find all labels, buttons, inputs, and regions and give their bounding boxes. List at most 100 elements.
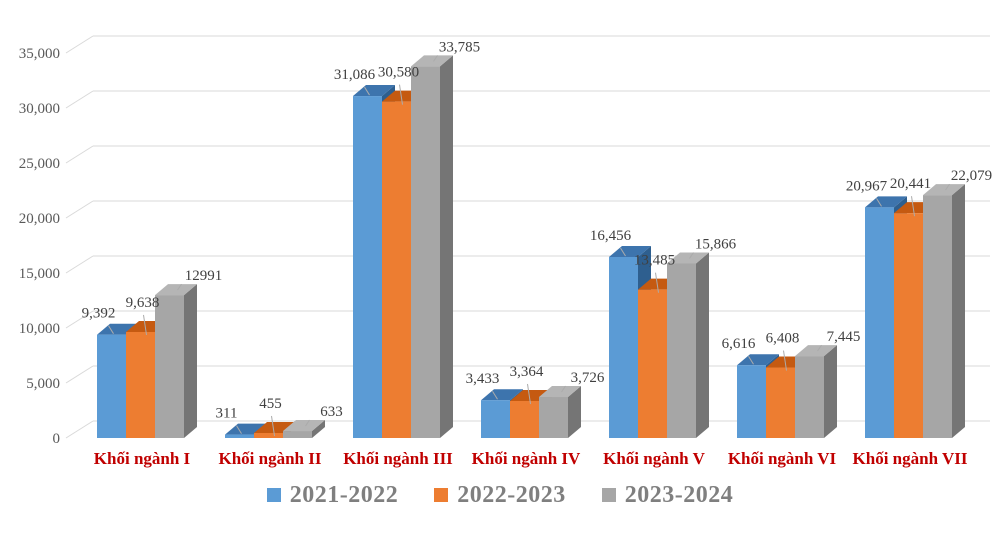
leader-line — [689, 252, 694, 259]
leader-line — [492, 390, 498, 400]
leader-line — [143, 314, 147, 336]
leader-line — [271, 415, 275, 437]
leader-line — [561, 385, 566, 393]
bar-top-2023-2024 — [923, 184, 965, 196]
gridline-diagonal — [65, 35, 94, 54]
leader-line — [620, 247, 626, 257]
y-axis-tick-label: 15,000 — [19, 266, 60, 282]
legend-item-2023-2024: 2023-2024 — [601, 481, 734, 509]
bar-top-2021-2022 — [737, 354, 779, 366]
y-axis-tick-label: 25,000 — [19, 156, 60, 172]
bar-side-2023-2024 — [568, 386, 581, 438]
bar-2021-2022-Khối ngành III — [353, 96, 382, 438]
bar-side-2023-2024 — [184, 284, 197, 438]
data-label: 31,086 — [334, 67, 376, 83]
gridline-diagonal — [65, 255, 94, 274]
y-axis-tick-label: 35,000 — [19, 46, 60, 62]
y-axis-tick-label: 0 — [53, 431, 61, 447]
bar-2022-2023-Khối ngành III — [382, 101, 411, 439]
data-label: 633 — [320, 404, 343, 420]
data-label: 3,433 — [466, 371, 500, 387]
data-label: 13,485 — [634, 253, 675, 269]
legend: 2021-2022 2022-2023 2023-2024 — [0, 477, 1000, 513]
y-axis-tick-label: 5,000 — [26, 376, 60, 392]
leader-line — [399, 84, 403, 105]
bar-side-2023-2024 — [440, 55, 453, 439]
bar-top-2023-2024 — [539, 386, 581, 398]
bar-2021-2022-Khối ngành II — [225, 434, 254, 438]
bar-2023-2024-Khối ngành I — [155, 295, 184, 438]
bar-2023-2024-Khối ngành II — [283, 431, 312, 438]
data-label: 30,580 — [378, 65, 419, 81]
legend-item-2021-2022: 2021-2022 — [266, 481, 399, 509]
gridline-diagonal — [65, 420, 94, 439]
data-label: 7,445 — [827, 329, 861, 345]
bar-2022-2023-Khối ngành VII — [894, 213, 923, 438]
bar-2021-2022-Khối ngành VII — [865, 207, 894, 438]
legend-label: 2022-2023 — [457, 481, 566, 508]
data-label: 6,408 — [766, 331, 800, 347]
data-label: 9,638 — [126, 295, 160, 311]
bar-2021-2022-Khối ngành I — [97, 334, 126, 438]
leader-line — [911, 196, 915, 217]
leader-line — [236, 425, 242, 434]
bar-2021-2022-Khối ngành V — [609, 256, 638, 438]
bar-2022-2023-Khối ngành V — [638, 289, 667, 438]
bar-top-2021-2022 — [481, 389, 523, 401]
leader-line — [433, 55, 438, 62]
legend-label: 2021-2022 — [289, 481, 399, 508]
bar-top-2023-2024 — [283, 420, 325, 432]
bar-2021-2022-Khối ngành VI — [737, 365, 766, 438]
data-label: 455 — [259, 396, 282, 412]
leader-line — [108, 325, 114, 334]
bar-top-2021-2022 — [865, 196, 907, 208]
legend-swatch-gray-icon — [601, 488, 616, 502]
leader-line — [817, 344, 822, 352]
leader-line — [305, 419, 310, 427]
category-label: Khối ngành III — [343, 449, 453, 468]
leader-line — [364, 86, 370, 96]
bar-2023-2024-Khối ngành IV — [539, 397, 568, 438]
data-label: 22,079 — [951, 168, 992, 184]
data-label: 311 — [216, 406, 238, 422]
legend-label: 2023-2024 — [624, 481, 734, 508]
category-label: Khối ngành I — [94, 449, 191, 468]
legend-item-2022-2023: 2022-2023 — [434, 482, 566, 509]
bar-2023-2024-Khối ngành VI — [795, 356, 824, 438]
data-label: 3,726 — [571, 370, 605, 386]
category-label: Khối ngành VI — [728, 449, 837, 468]
data-label: 15,866 — [695, 236, 737, 252]
legend-swatch-blue-icon — [266, 488, 281, 502]
data-label: 16,456 — [590, 228, 632, 244]
leader-line — [748, 355, 754, 365]
leader-line — [527, 383, 531, 405]
data-label: 9,392 — [82, 306, 116, 322]
leader-line — [945, 183, 950, 191]
data-label: 33,785 — [439, 39, 480, 55]
bar-top-2023-2024 — [667, 252, 709, 264]
bar-top-2021-2022 — [609, 245, 651, 257]
category-label: Khối ngành IV — [472, 449, 581, 468]
y-axis-tick-label: 10,000 — [19, 321, 60, 337]
y-axis-tick-label: 30,000 — [19, 101, 60, 117]
bar-top-2023-2024 — [155, 284, 197, 296]
data-label: 12991 — [185, 268, 223, 284]
category-label: Khối ngành II — [219, 449, 322, 468]
category-label: Khối ngành V — [603, 449, 705, 468]
bar-side-2023-2024 — [824, 345, 837, 438]
leader-line — [783, 350, 787, 371]
gridline-diagonal — [65, 310, 94, 329]
data-label: 3,364 — [510, 364, 544, 380]
category-label: Khối ngành VII — [853, 449, 968, 468]
bar-2022-2023-Khối ngành VI — [766, 367, 795, 438]
bar-top-2023-2024 — [795, 345, 837, 357]
y-axis-tick-label: 20,000 — [19, 211, 60, 227]
leader-line — [655, 272, 659, 293]
leader-line — [177, 283, 182, 291]
bar-2022-2023-Khối ngành IV — [510, 400, 539, 438]
bar-top-2023-2024 — [411, 55, 453, 67]
bar-side-2023-2024 — [312, 420, 325, 438]
bar-2023-2024-Khối ngành V — [667, 263, 696, 438]
